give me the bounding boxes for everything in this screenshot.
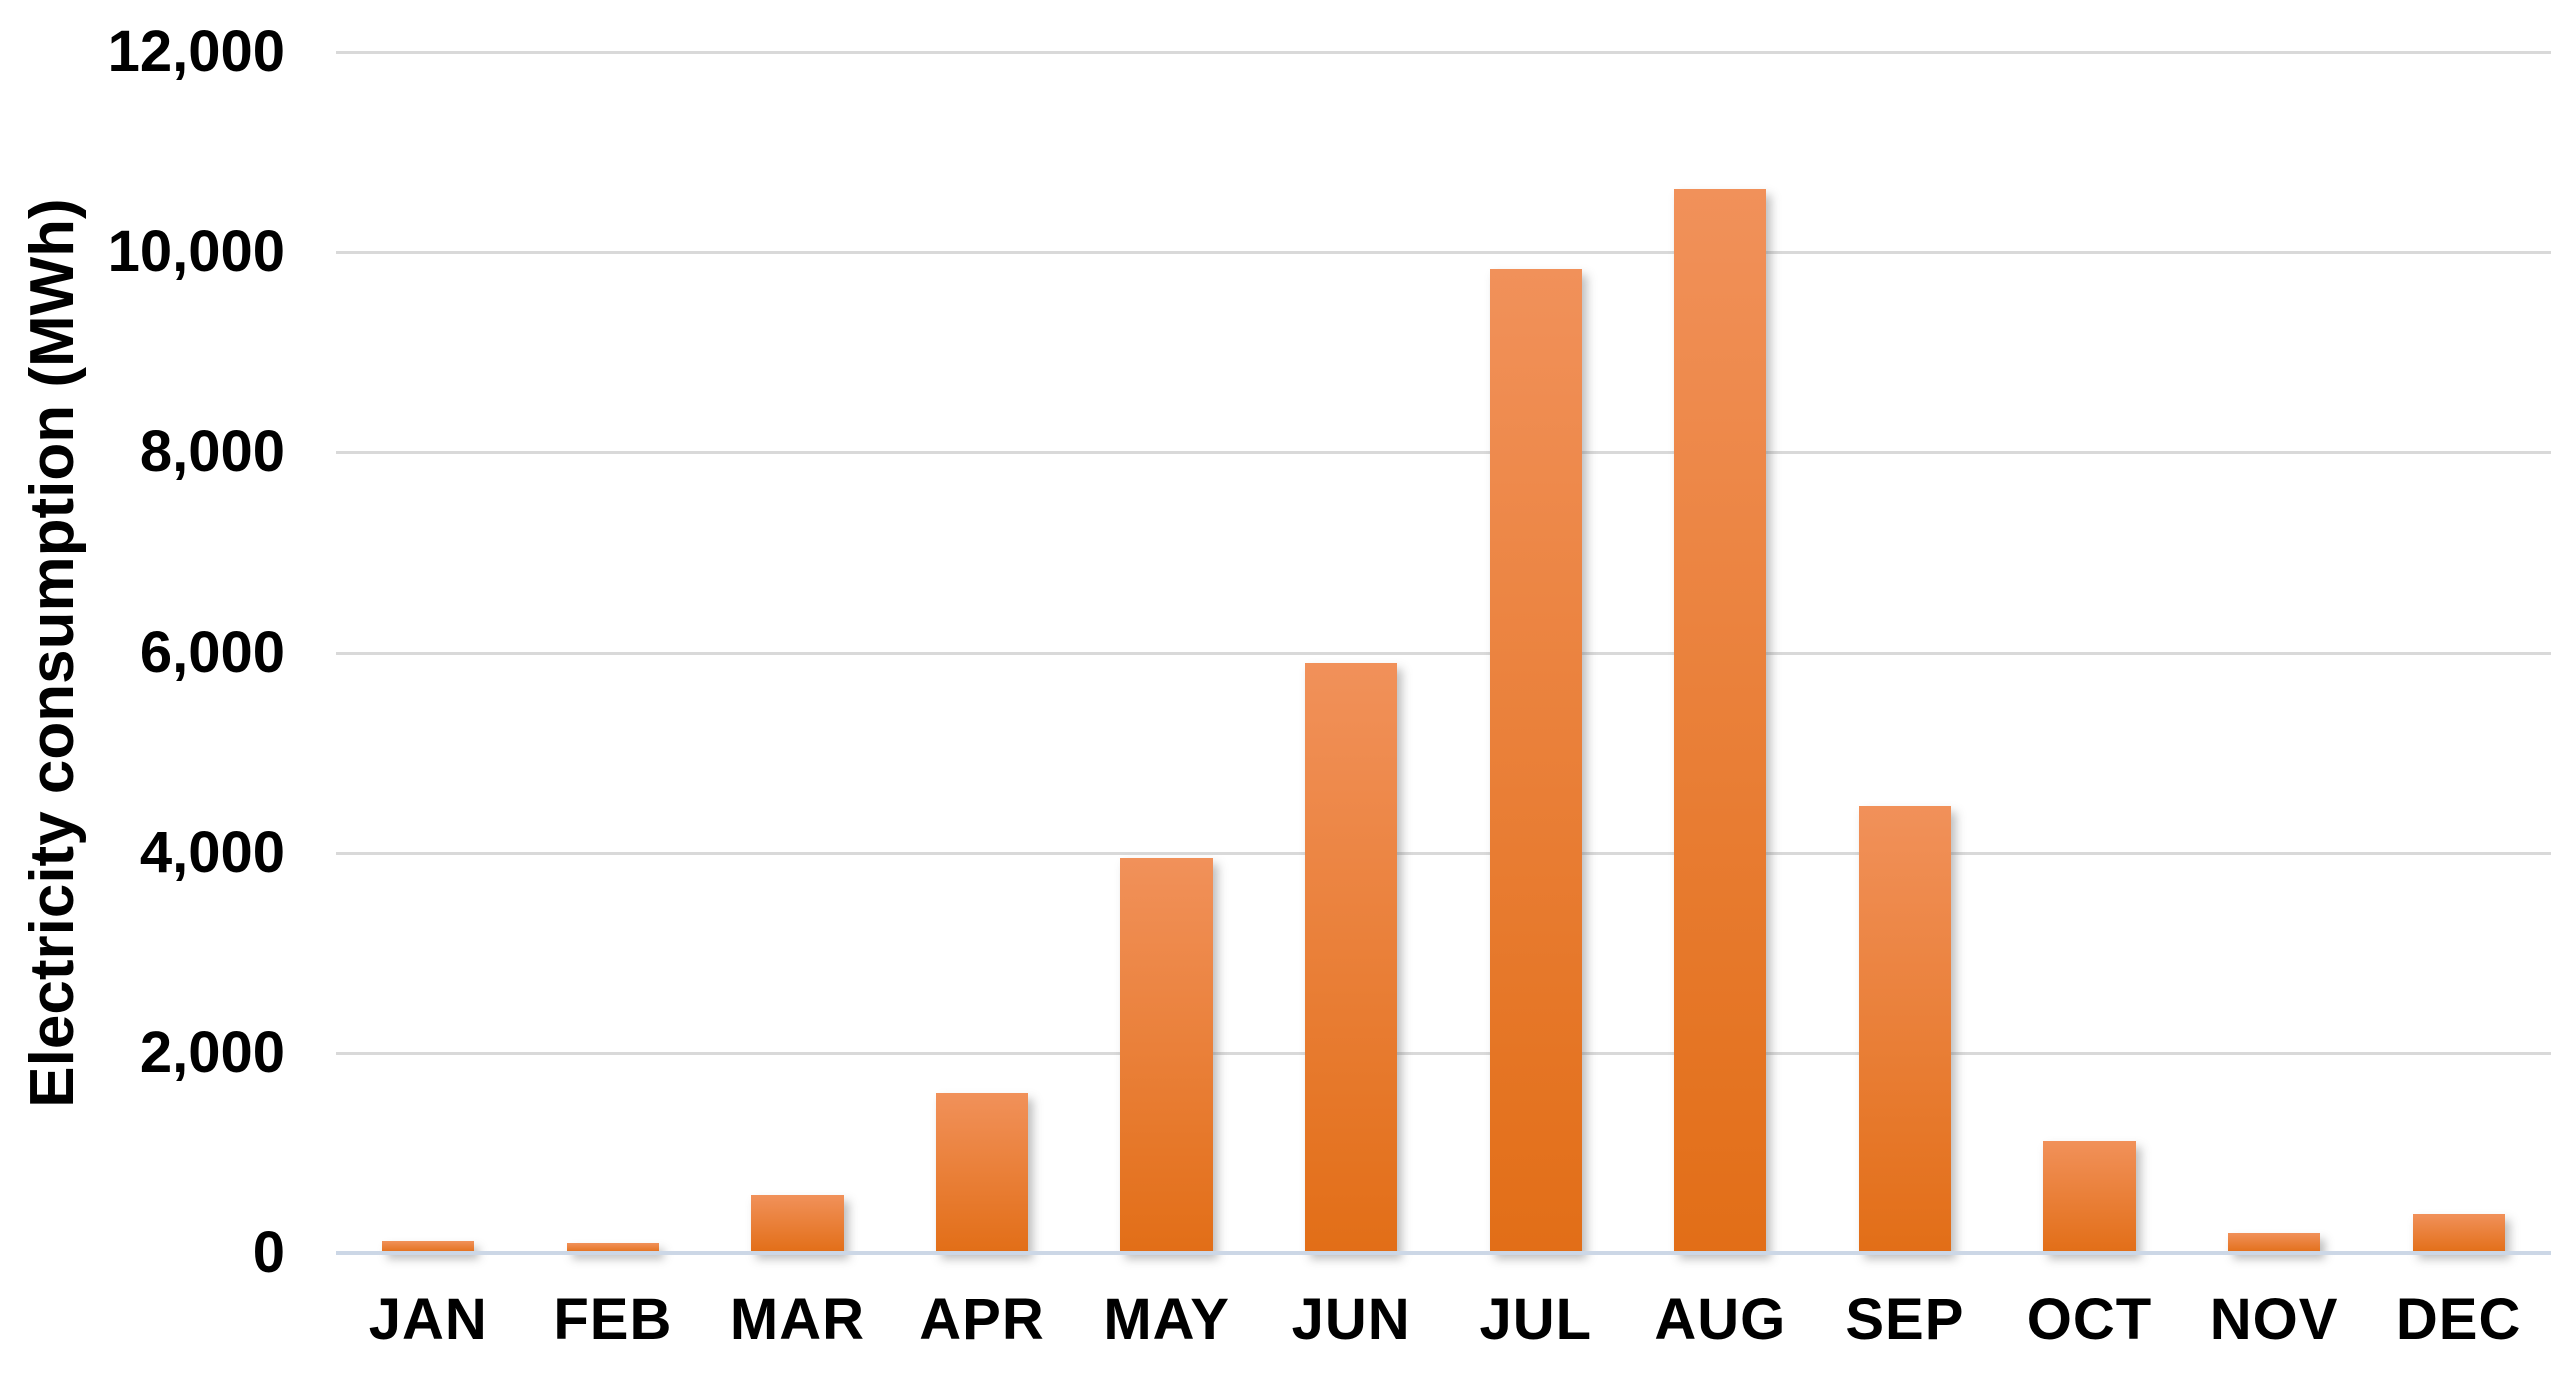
gridline-8000 (336, 451, 2551, 455)
ytick-label-8000: 8,000 (139, 419, 285, 485)
gridline-12000 (336, 51, 2551, 54)
ytick-label-0: 0 (252, 1220, 285, 1285)
ytick-label-6000: 6,000 (139, 619, 285, 685)
bar-dec (2412, 1213, 2505, 1253)
bar-slot-mar (705, 52, 890, 1253)
gridline-4000 (336, 851, 2551, 855)
bar-jan (382, 1240, 475, 1253)
x-axis-labels: JAN FEB MAR APR MAY JUN JUL AUG SEP OCT NOV DEC (336, 1285, 2551, 1355)
xlabel-mar: MAR (729, 1287, 865, 1352)
bar-nov (2227, 1232, 2321, 1253)
xlabel-jun: JUN (1291, 1287, 1411, 1352)
xlabel-jan: JAN (368, 1287, 488, 1352)
bar-slot-may (1074, 52, 1259, 1253)
plot-area (336, 51, 2551, 1255)
bar-sep (1858, 805, 1952, 1253)
xlabel-sep: SEP (1845, 1287, 1965, 1352)
xlabel-apr: APR (919, 1287, 1045, 1352)
ytick-label-12000: 12,000 (107, 19, 285, 84)
xlabel-aug: AUG (1654, 1287, 1787, 1352)
bar-slot-apr (890, 52, 1075, 1253)
xlabel-may: MAY (1103, 1287, 1230, 1352)
bar-slot-sep (1813, 52, 1998, 1253)
bar-jun (1305, 662, 1398, 1253)
gridline-10000 (336, 251, 2551, 255)
bar-slot-jan (336, 52, 521, 1253)
bar-slot-jun (1259, 52, 1444, 1253)
xlabel-nov: NOV (2209, 1287, 2339, 1352)
bar-slot-oct (1997, 52, 2182, 1253)
bar-slot-feb (521, 52, 706, 1253)
bar-jul (1489, 269, 1582, 1253)
ytick-label-10000: 10,000 (107, 219, 285, 285)
bar-slot-jul (1443, 52, 1628, 1253)
gridline-2000 (336, 1051, 2551, 1055)
ytick-label-4000: 4,000 (139, 819, 285, 885)
ytick-label-2000: 2,000 (139, 1019, 285, 1085)
bar-mar (751, 1194, 844, 1253)
bar-series (336, 52, 2551, 1253)
xlabel-jul: JUL (1479, 1287, 1593, 1352)
bar-slot-nov (2182, 52, 2367, 1253)
bar-may (1120, 857, 1213, 1253)
bar-slot-dec (2366, 52, 2551, 1253)
bar-feb (566, 1242, 659, 1253)
gridline-6000 (336, 651, 2551, 655)
xlabel-dec: DEC (2395, 1287, 2522, 1352)
bar-apr (935, 1092, 1029, 1253)
x-axis-line (336, 1251, 2551, 1255)
bar-oct (2043, 1140, 2136, 1253)
xlabel-feb: FEB (553, 1287, 673, 1352)
xlabel-oct: OCT (2026, 1287, 2153, 1352)
bar-aug (1674, 189, 1767, 1253)
bar-slot-aug (1628, 52, 1813, 1253)
